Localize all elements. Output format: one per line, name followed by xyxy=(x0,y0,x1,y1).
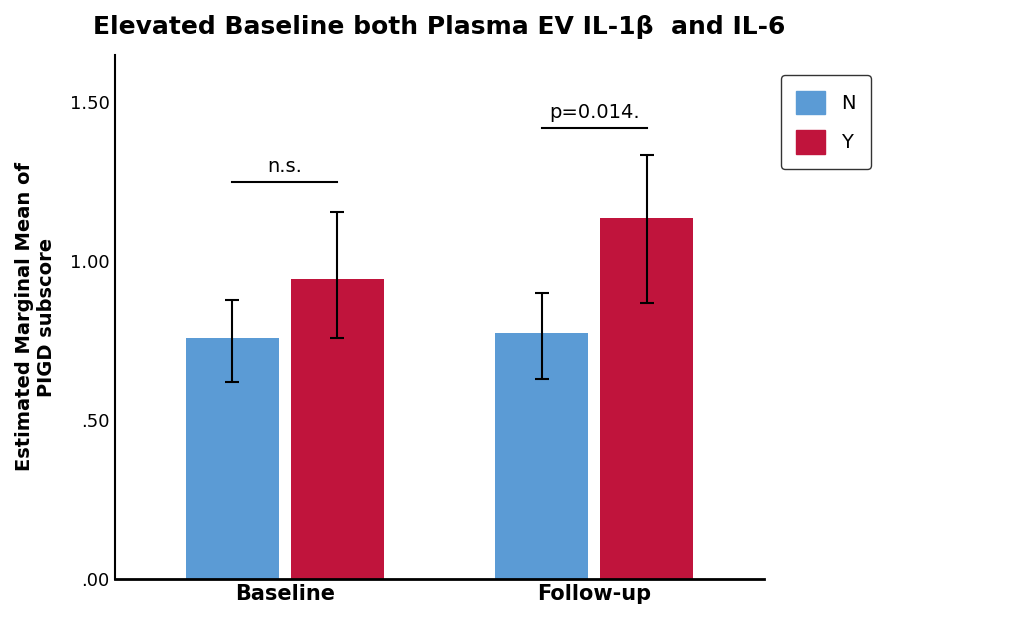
Bar xyxy=(290,279,383,579)
Y-axis label: Estimated Marginal Mean of
PIGD subscore: Estimated Marginal Mean of PIGD subscore xyxy=(15,162,56,472)
Bar xyxy=(600,219,693,579)
Bar xyxy=(495,333,588,579)
Title: Elevated Baseline both Plasma EV IL-1β  and IL-6: Elevated Baseline both Plasma EV IL-1β a… xyxy=(94,15,785,39)
Legend: N, Y: N, Y xyxy=(780,75,870,169)
Text: p=0.014.: p=0.014. xyxy=(548,103,639,121)
Bar xyxy=(185,337,278,579)
Text: n.s.: n.s. xyxy=(267,157,302,176)
